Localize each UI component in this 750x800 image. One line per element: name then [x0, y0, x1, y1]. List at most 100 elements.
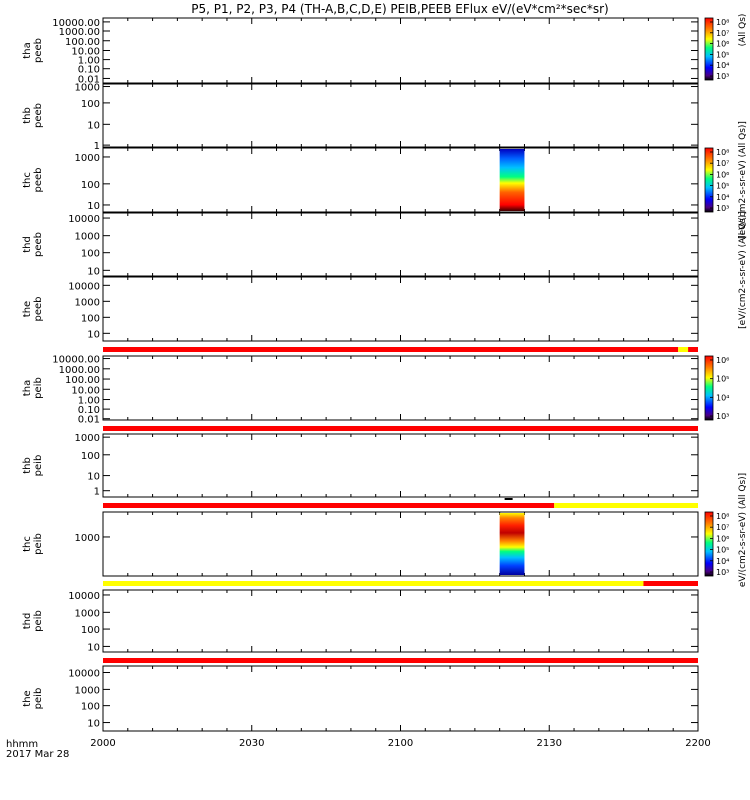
y-tick-label: 1000: [75, 433, 100, 444]
y-tick-label: 1.00: [78, 396, 100, 407]
flag-marker: [504, 498, 513, 500]
colorbar-units-peeb: [eV/(cm2-s-sr-eV) (All Qs)]: [738, 121, 748, 239]
colorbar-tick-label: 10⁸: [716, 148, 729, 157]
panel-frame: [102, 83, 699, 148]
colorbar-tick-label: 10⁴: [716, 61, 729, 70]
colorbar-tick-label: 10⁴: [716, 193, 729, 202]
panel-frame: [102, 147, 699, 213]
y-tick-label: 0.01: [78, 74, 100, 85]
colorbar-tick-label: 10⁸: [716, 18, 729, 27]
panel-the-peib: 10000 1000 100 10 the peib: [22, 665, 699, 732]
x-tick-label: 2000: [90, 738, 115, 749]
flag-bar-segment: [103, 581, 644, 586]
y-tick-label: 1000: [75, 533, 100, 544]
panel-frame: [102, 433, 699, 498]
colorbar-tick-label: 10⁸: [716, 512, 729, 521]
colorbar-tick-label: 10⁴: [716, 557, 729, 566]
flag-bar-segment: [103, 503, 555, 508]
colorbar-tick-label: 10⁶: [716, 534, 729, 543]
panel-probe-label: tha: [22, 42, 33, 58]
y-tick-label: 10: [87, 329, 100, 340]
flag-bar-segment: [554, 503, 698, 508]
panel-species-label: peeb: [33, 297, 44, 322]
x-tick-label: 2030: [239, 738, 264, 749]
y-tick-label: 1: [94, 141, 100, 152]
y-tick-label: 10.00: [71, 385, 100, 396]
panels-group: 10000.001000.00100.0010.001.000.100.01th…: [22, 17, 699, 732]
y-tick-label: 100: [81, 451, 100, 462]
colorbar-peib-tha: 10⁶ 10⁵ 10⁴ 10³: [704, 355, 729, 421]
panel-frame: [102, 355, 699, 421]
colorbar-tick-label: 10⁵: [716, 50, 729, 59]
colorbar-tick-label: 10⁶: [716, 40, 729, 49]
flag-bar-segment: [103, 426, 698, 431]
y-tick-label: 1000: [75, 608, 100, 619]
colorbar-units-peib-lower: eV/(cm2-s-sr-eV) (All Qs)]: [738, 473, 748, 587]
y-tick-label: 10: [87, 472, 100, 483]
x-tick-label: 2200: [685, 738, 710, 749]
y-tick-label: 0.10: [78, 65, 100, 76]
y-tick-label: 1000: [75, 232, 100, 243]
colorbar-peeb-thc: 10⁸ 10⁷ 10⁶ 10⁵ 10⁴ 10³: [704, 147, 729, 213]
panel-thd-peeb: 10000 1000 100 10 thd peeb: [22, 212, 699, 277]
colorbar-tick-label: 10⁵: [716, 182, 729, 191]
y-tick-label: 100: [81, 702, 100, 713]
y-tick-label: 10: [87, 719, 100, 730]
panel-the-peeb: 10000 1000 100 10 the peeb: [22, 276, 699, 342]
colorbar-peib-thc: 10⁸ 10⁷ 10⁶ 10⁵ 10⁴ 10³: [704, 511, 729, 577]
y-tick-label: 0.10: [78, 405, 100, 416]
colorbar-tick-label: 10³: [716, 568, 729, 577]
figure-title: P5, P1, P2, P3, P4 (TH-A,B,C,D,E) PEIB,P…: [191, 2, 608, 16]
y-tick-label: 1.00: [78, 56, 100, 67]
flag-bar-segment: [688, 347, 698, 352]
panel-species-label: peeb: [33, 38, 44, 63]
panel-frame: [102, 17, 699, 84]
y-tick-label: 10000: [68, 669, 100, 680]
colorbar-tick-label: 10⁷: [716, 159, 729, 168]
colorbar-tick-label: 10³: [716, 72, 729, 81]
panel-species-label: peib: [33, 455, 44, 477]
y-tick-label: 10000: [68, 591, 100, 602]
colorbar-tick-label: 10³: [716, 412, 729, 421]
colorbar-tick-label: 10⁵: [716, 375, 729, 384]
y-tick-label: 10: [87, 201, 100, 212]
y-tick-label: 100.00: [65, 375, 100, 386]
y-tick-label: 10000.00: [52, 355, 100, 366]
panel-frame: [102, 212, 699, 277]
y-tick-label: 100: [81, 249, 100, 260]
panel-species-label: peeb: [33, 168, 44, 193]
panel-probe-label: thd: [22, 236, 33, 253]
y-tick-label: 10: [87, 266, 100, 277]
flag-bar-segment: [643, 581, 698, 586]
y-tick-label: 10.00: [71, 47, 100, 58]
panel-frame: [102, 511, 699, 577]
y-tick-label: 100: [81, 313, 100, 324]
panel-species-label: peib: [33, 377, 44, 399]
flag-bar-segment: [103, 347, 679, 352]
colorbar-tick-label: 10⁷: [716, 29, 729, 38]
y-tick-label: 0.01: [78, 415, 100, 426]
y-tick-label: 100: [81, 99, 100, 110]
panel-species-label: peib: [33, 533, 44, 555]
flag-bar-segment: [103, 658, 698, 663]
y-tick-label: 1000: [75, 153, 100, 164]
panel-frame: [102, 589, 699, 653]
panel-species-label: peeb: [33, 103, 44, 128]
colorbar-tick-label: 10³: [716, 204, 729, 213]
y-tick-label: 10000.00: [52, 18, 100, 29]
panel-probe-label: thc: [22, 536, 33, 552]
y-tick-label: 1000: [75, 685, 100, 696]
panel-thb-peeb: 1000 100 10 1 thb peeb: [22, 83, 699, 152]
panel-thd-peib: 10000 1000 100 10 thd peib: [22, 589, 699, 653]
colorbar-units-peib: [eV/(cm2-s-sr-eV) (All Qs)]: [738, 211, 748, 329]
panel-probe-label: tha: [22, 380, 33, 396]
flag-bar-segment: [678, 347, 689, 352]
y-tick-label: 1000: [75, 83, 100, 94]
colorbar-tick-label: 10⁴: [716, 393, 729, 402]
x-tick-label: 2130: [537, 738, 562, 749]
panel-probe-label: thd: [22, 613, 33, 630]
